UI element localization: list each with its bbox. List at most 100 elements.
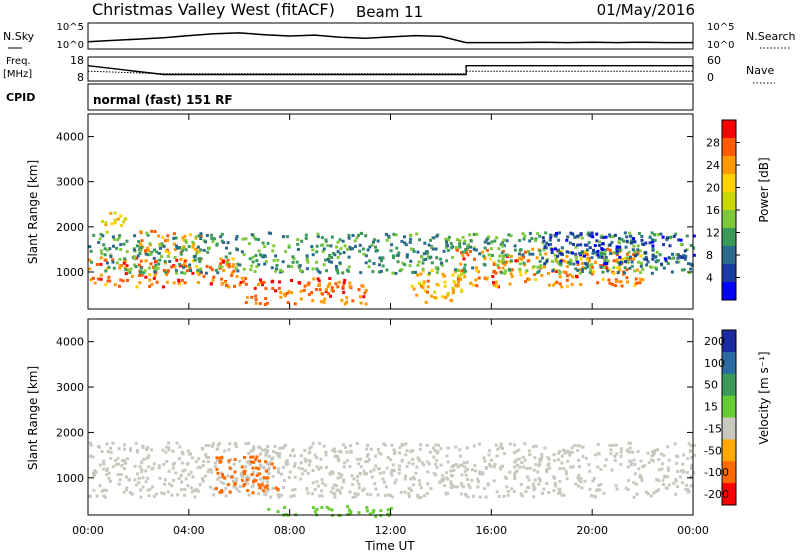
heatmap-cell (88, 245, 92, 249)
heatmap-cell (558, 467, 562, 470)
heatmap-cell (133, 263, 137, 267)
heatmap-cell (359, 301, 363, 305)
heatmap-cell (259, 463, 262, 467)
heatmap-cell (332, 483, 336, 487)
heatmap-cell (434, 473, 438, 477)
heatmap-cell (417, 479, 421, 483)
heatmap-cell (523, 442, 527, 446)
heatmap-cell (361, 247, 365, 251)
heatmap-cell (238, 484, 242, 488)
heatmap-cell (534, 278, 538, 282)
heatmap-cell (280, 446, 284, 450)
heatmap-cell (568, 273, 572, 277)
heatmap-cell (633, 284, 637, 287)
heatmap-cell (385, 268, 389, 272)
heatmap-cell (357, 462, 361, 466)
heatmap-cell (382, 471, 386, 474)
heatmap-cell (118, 284, 121, 288)
heatmap-cell (365, 454, 369, 458)
freq-label: Freq. (6, 56, 31, 67)
heatmap-cell (208, 246, 211, 250)
heatmap-cell (393, 450, 397, 454)
heatmap-cell (184, 248, 188, 252)
heatmap-cell (599, 482, 603, 486)
heatmap-cell (226, 483, 230, 487)
heatmap-cell (114, 463, 118, 467)
heatmap-cell (370, 475, 374, 479)
heatmap-cell (357, 288, 361, 292)
heatmap-cell (389, 494, 392, 497)
heatmap-cell (191, 271, 195, 275)
heatmap-cell (444, 237, 448, 241)
heatmap-cell (656, 448, 659, 452)
power-colorbar-tick-label: 16 (706, 204, 720, 217)
heatmap-cell (465, 251, 468, 255)
heatmap-cell (272, 244, 276, 248)
heatmap-cell (147, 266, 151, 270)
heatmap-cell (199, 232, 203, 236)
heatmap-cell (677, 255, 681, 259)
heatmap-cell (684, 483, 688, 487)
heatmap-cell (627, 441, 631, 445)
heatmap-cell (446, 292, 450, 296)
heatmap-cell (404, 243, 408, 247)
heatmap-cell (622, 239, 626, 243)
heatmap-cell (353, 492, 357, 495)
heatmap-cell (251, 255, 255, 259)
heatmap-cell (99, 273, 103, 277)
heatmap-cell (434, 296, 438, 300)
heatmap-cell (231, 257, 235, 261)
heatmap-cell (251, 484, 255, 488)
heatmap-cell (104, 488, 108, 492)
heatmap-cell (577, 484, 581, 488)
heatmap-cell (429, 294, 433, 298)
heatmap-cell (499, 243, 503, 246)
heatmap-cell (244, 465, 248, 469)
heatmap-cell (443, 284, 447, 288)
heatmap-cell (180, 480, 184, 484)
heatmap-cell (107, 471, 111, 475)
heatmap-cell (541, 241, 545, 245)
heatmap-cell (468, 486, 472, 490)
heatmap-cell (176, 493, 180, 497)
heatmap-cell (422, 258, 426, 262)
heatmap-cell (234, 442, 238, 445)
heatmap-cell (401, 261, 405, 265)
heatmap-cell (228, 251, 232, 255)
heatmap-cell (601, 252, 605, 256)
heatmap-cell (567, 451, 570, 454)
heatmap-cell (367, 265, 371, 269)
heatmap-cell (240, 478, 244, 482)
heatmap-cell (227, 448, 231, 452)
heatmap-cell (311, 481, 315, 485)
heatmap-cell (274, 451, 278, 455)
heatmap-cell (513, 473, 517, 477)
heatmap-cell (355, 442, 359, 445)
heatmap-cell (592, 248, 595, 252)
heatmap-cell (337, 488, 341, 492)
heatmap-cell (538, 252, 542, 256)
heatmap-cell (539, 264, 543, 268)
heatmap-cell (376, 239, 380, 243)
heatmap-cell (397, 467, 401, 471)
heatmap-cell (155, 280, 159, 284)
heatmap-cell (233, 482, 237, 486)
heatmap-cell (690, 463, 694, 467)
heatmap-cell (581, 455, 585, 458)
heatmap-cell (613, 455, 617, 458)
heatmap-cell (405, 465, 409, 468)
heatmap-cell (388, 458, 392, 461)
heatmap-cell (252, 460, 256, 464)
heatmap-cell (326, 244, 330, 247)
heatmap-cell (164, 450, 168, 454)
heatmap-cell (676, 455, 680, 459)
heatmap-cell (562, 270, 566, 274)
heatmap-cell (386, 508, 390, 512)
heatmap-cell (266, 468, 270, 472)
heatmap-cell (376, 448, 380, 451)
heatmap-cell (320, 494, 324, 498)
heatmap-cell (566, 459, 570, 463)
heatmap-cell (143, 249, 147, 253)
heatmap-cell (450, 474, 454, 478)
heatmap-cell (460, 288, 464, 292)
